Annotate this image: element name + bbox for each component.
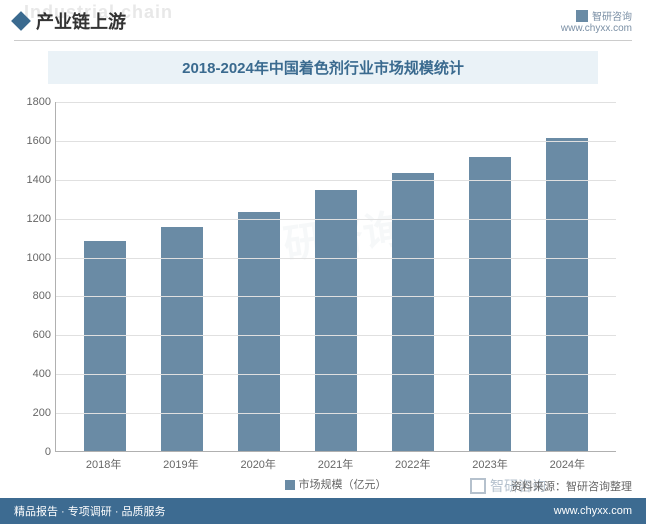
bar [315,190,357,451]
header-title: 产业链上游 [36,8,126,34]
grid-line [56,413,616,414]
legend-label: 市场规模（亿元） [299,479,387,491]
bar [392,173,434,451]
legend-swatch [285,480,295,490]
y-tick: 1200 [27,213,51,225]
header-right: 智研咨询 www.chyxx.com [561,8,632,34]
brand-url: www.chyxx.com [561,23,632,34]
bar-wrap [152,227,212,451]
y-tick: 0 [45,446,51,458]
y-tick: 400 [33,368,51,380]
plot-area [55,102,616,452]
grid-line [56,335,616,336]
watermark-icon [470,478,486,494]
brand-row: 智研咨询 [561,8,632,23]
grid-line [56,180,616,181]
grid-line [56,258,616,259]
x-label: 2021年 [305,456,365,472]
y-tick: 1000 [27,252,51,264]
chart-title: 2018-2024年中国着色剂行业市场规模统计 [48,51,598,84]
grid-line [56,141,616,142]
footer-right: www.chyxx.com [554,505,632,517]
brand-name: 智研咨询 [592,8,632,23]
bars-container [56,102,616,451]
header-bar: Industrial chain 产业链上游 智研咨询 www.chyxx.co… [0,0,646,38]
bar-wrap [383,173,443,451]
y-tick: 1400 [27,174,51,186]
x-label: 2019年 [151,456,211,472]
grid-line [56,296,616,297]
bar [546,138,588,451]
footer-bar: 精品报告 · 专项调研 · 品质服务 www.chyxx.com [0,498,646,524]
grid-line [56,374,616,375]
x-label: 2020年 [228,456,288,472]
bar [84,241,126,451]
bar-wrap [460,157,520,451]
footer-left: 精品报告 · 专项调研 · 品质服务 [14,503,166,519]
x-label: 2022年 [383,456,443,472]
x-label: 2023年 [460,456,520,472]
bar [238,212,280,451]
header-left: Industrial chain 产业链上游 [14,8,126,34]
bar-wrap [537,138,597,451]
y-tick: 800 [33,290,51,302]
y-tick: 200 [33,407,51,419]
grid-line [56,219,616,220]
source-label: 资料来源：智研咨询整理 [511,478,632,494]
y-axis: 020040060080010001200140016001800 [17,102,55,452]
x-label: 2024年 [537,456,597,472]
bar-wrap [306,190,366,451]
y-tick: 1800 [27,96,51,108]
chart-area: 020040060080010001200140016001800 2018年2… [55,102,616,452]
y-tick: 600 [33,329,51,341]
x-axis-labels: 2018年 2019年 2020年 2021年 2022年 2023年 2024年 [55,456,616,472]
x-label: 2018年 [74,456,134,472]
header-divider [14,40,632,41]
bar-wrap [229,212,289,451]
bar-wrap [75,241,135,451]
bar [469,157,511,451]
grid-line [56,102,616,103]
brand-icon [576,10,588,22]
bar [161,227,203,451]
y-tick: 1600 [27,135,51,147]
